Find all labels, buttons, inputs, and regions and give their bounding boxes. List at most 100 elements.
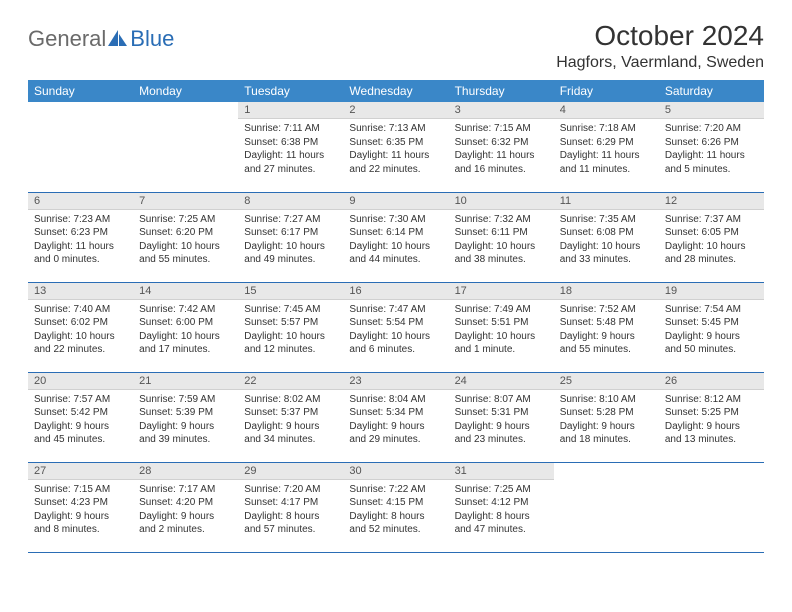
sunrise-text: Sunrise: 7:15 AM <box>455 122 548 136</box>
calendar-empty-cell <box>133 102 238 192</box>
day-details: Sunrise: 7:32 AMSunset: 6:11 PMDaylight:… <box>449 210 554 270</box>
day-number: 12 <box>659 193 764 210</box>
sunrise-text: Sunrise: 7:45 AM <box>244 303 337 317</box>
day-details: Sunrise: 7:45 AMSunset: 5:57 PMDaylight:… <box>238 300 343 360</box>
sunrise-text: Sunrise: 7:11 AM <box>244 122 337 136</box>
daylight-text: Daylight: 9 hours and 18 minutes. <box>560 420 653 447</box>
day-number: 2 <box>343 102 448 119</box>
calendar-day-cell: 21Sunrise: 7:59 AMSunset: 5:39 PMDayligh… <box>133 372 238 462</box>
sunrise-text: Sunrise: 7:37 AM <box>665 213 758 227</box>
calendar-day-cell: 10Sunrise: 7:32 AMSunset: 6:11 PMDayligh… <box>449 192 554 282</box>
day-number: 15 <box>238 283 343 300</box>
sunrise-text: Sunrise: 8:04 AM <box>349 393 442 407</box>
day-number: 10 <box>449 193 554 210</box>
calendar-day-cell: 16Sunrise: 7:47 AMSunset: 5:54 PMDayligh… <box>343 282 448 372</box>
day-number: 8 <box>238 193 343 210</box>
sunset-text: Sunset: 6:26 PM <box>665 136 758 150</box>
calendar-week-row: 27Sunrise: 7:15 AMSunset: 4:23 PMDayligh… <box>28 462 764 552</box>
sunrise-text: Sunrise: 7:54 AM <box>665 303 758 317</box>
day-details: Sunrise: 7:30 AMSunset: 6:14 PMDaylight:… <box>343 210 448 270</box>
sunset-text: Sunset: 5:31 PM <box>455 406 548 420</box>
day-number: 31 <box>449 463 554 480</box>
daylight-text: Daylight: 11 hours and 5 minutes. <box>665 149 758 176</box>
daylight-text: Daylight: 10 hours and 6 minutes. <box>349 330 442 357</box>
day-number: 23 <box>343 373 448 390</box>
sunset-text: Sunset: 5:34 PM <box>349 406 442 420</box>
calendar-day-cell: 29Sunrise: 7:20 AMSunset: 4:17 PMDayligh… <box>238 462 343 552</box>
sunrise-text: Sunrise: 7:17 AM <box>139 483 232 497</box>
sunset-text: Sunset: 5:57 PM <box>244 316 337 330</box>
day-details: Sunrise: 7:13 AMSunset: 6:35 PMDaylight:… <box>343 119 448 179</box>
daylight-text: Daylight: 9 hours and 8 minutes. <box>34 510 127 537</box>
daylight-text: Daylight: 10 hours and 22 minutes. <box>34 330 127 357</box>
sunset-text: Sunset: 6:38 PM <box>244 136 337 150</box>
daylight-text: Daylight: 10 hours and 55 minutes. <box>139 240 232 267</box>
sunset-text: Sunset: 6:35 PM <box>349 136 442 150</box>
sunset-text: Sunset: 4:12 PM <box>455 496 548 510</box>
calendar-day-cell: 5Sunrise: 7:20 AMSunset: 6:26 PMDaylight… <box>659 102 764 192</box>
sunset-text: Sunset: 6:17 PM <box>244 226 337 240</box>
day-details: Sunrise: 7:25 AMSunset: 4:12 PMDaylight:… <box>449 480 554 540</box>
sunset-text: Sunset: 5:48 PM <box>560 316 653 330</box>
day-details: Sunrise: 8:10 AMSunset: 5:28 PMDaylight:… <box>554 390 659 450</box>
sunset-text: Sunset: 5:51 PM <box>455 316 548 330</box>
calendar-day-cell: 14Sunrise: 7:42 AMSunset: 6:00 PMDayligh… <box>133 282 238 372</box>
daylight-text: Daylight: 10 hours and 17 minutes. <box>139 330 232 357</box>
calendar-day-cell: 18Sunrise: 7:52 AMSunset: 5:48 PMDayligh… <box>554 282 659 372</box>
daylight-text: Daylight: 8 hours and 57 minutes. <box>244 510 337 537</box>
page-header: General Blue October 2024 Hagfors, Vaerm… <box>28 20 764 72</box>
calendar-empty-cell <box>659 462 764 552</box>
sunset-text: Sunset: 4:20 PM <box>139 496 232 510</box>
day-details: Sunrise: 7:47 AMSunset: 5:54 PMDaylight:… <box>343 300 448 360</box>
brand-logo: General Blue <box>28 26 174 52</box>
sunset-text: Sunset: 6:11 PM <box>455 226 548 240</box>
day-number: 25 <box>554 373 659 390</box>
day-number: 26 <box>659 373 764 390</box>
sunrise-text: Sunrise: 7:57 AM <box>34 393 127 407</box>
day-details: Sunrise: 8:04 AMSunset: 5:34 PMDaylight:… <box>343 390 448 450</box>
daylight-text: Daylight: 9 hours and 29 minutes. <box>349 420 442 447</box>
sunrise-text: Sunrise: 7:52 AM <box>560 303 653 317</box>
sunset-text: Sunset: 4:23 PM <box>34 496 127 510</box>
sunrise-text: Sunrise: 8:02 AM <box>244 393 337 407</box>
day-details: Sunrise: 7:18 AMSunset: 6:29 PMDaylight:… <box>554 119 659 179</box>
day-details: Sunrise: 7:11 AMSunset: 6:38 PMDaylight:… <box>238 119 343 179</box>
daylight-text: Daylight: 10 hours and 28 minutes. <box>665 240 758 267</box>
calendar-day-cell: 23Sunrise: 8:04 AMSunset: 5:34 PMDayligh… <box>343 372 448 462</box>
sunrise-text: Sunrise: 7:49 AM <box>455 303 548 317</box>
day-number: 11 <box>554 193 659 210</box>
calendar-week-row: 13Sunrise: 7:40 AMSunset: 6:02 PMDayligh… <box>28 282 764 372</box>
day-number: 22 <box>238 373 343 390</box>
sunrise-text: Sunrise: 7:22 AM <box>349 483 442 497</box>
sunset-text: Sunset: 6:05 PM <box>665 226 758 240</box>
daylight-text: Daylight: 11 hours and 16 minutes. <box>455 149 548 176</box>
day-details: Sunrise: 7:59 AMSunset: 5:39 PMDaylight:… <box>133 390 238 450</box>
day-details: Sunrise: 7:40 AMSunset: 6:02 PMDaylight:… <box>28 300 133 360</box>
day-number: 4 <box>554 102 659 119</box>
day-number: 24 <box>449 373 554 390</box>
day-details: Sunrise: 7:37 AMSunset: 6:05 PMDaylight:… <box>659 210 764 270</box>
sunset-text: Sunset: 6:32 PM <box>455 136 548 150</box>
sunrise-text: Sunrise: 7:15 AM <box>34 483 127 497</box>
day-details: Sunrise: 7:57 AMSunset: 5:42 PMDaylight:… <box>28 390 133 450</box>
sunrise-text: Sunrise: 7:42 AM <box>139 303 232 317</box>
calendar-table: SundayMondayTuesdayWednesdayThursdayFrid… <box>28 80 764 553</box>
daylight-text: Daylight: 10 hours and 12 minutes. <box>244 330 337 357</box>
calendar-header-row: SundayMondayTuesdayWednesdayThursdayFrid… <box>28 80 764 102</box>
month-title: October 2024 <box>556 20 764 52</box>
sunrise-text: Sunrise: 7:25 AM <box>139 213 232 227</box>
calendar-day-cell: 9Sunrise: 7:30 AMSunset: 6:14 PMDaylight… <box>343 192 448 282</box>
day-details: Sunrise: 7:49 AMSunset: 5:51 PMDaylight:… <box>449 300 554 360</box>
daylight-text: Daylight: 10 hours and 33 minutes. <box>560 240 653 267</box>
sunset-text: Sunset: 6:02 PM <box>34 316 127 330</box>
day-number: 20 <box>28 373 133 390</box>
weekday-header: Tuesday <box>238 80 343 102</box>
day-number: 7 <box>133 193 238 210</box>
day-details: Sunrise: 8:12 AMSunset: 5:25 PMDaylight:… <box>659 390 764 450</box>
logo-text-general: General <box>28 26 106 52</box>
daylight-text: Daylight: 8 hours and 52 minutes. <box>349 510 442 537</box>
weekday-header: Saturday <box>659 80 764 102</box>
daylight-text: Daylight: 10 hours and 49 minutes. <box>244 240 337 267</box>
sunset-text: Sunset: 6:20 PM <box>139 226 232 240</box>
sunset-text: Sunset: 6:23 PM <box>34 226 127 240</box>
